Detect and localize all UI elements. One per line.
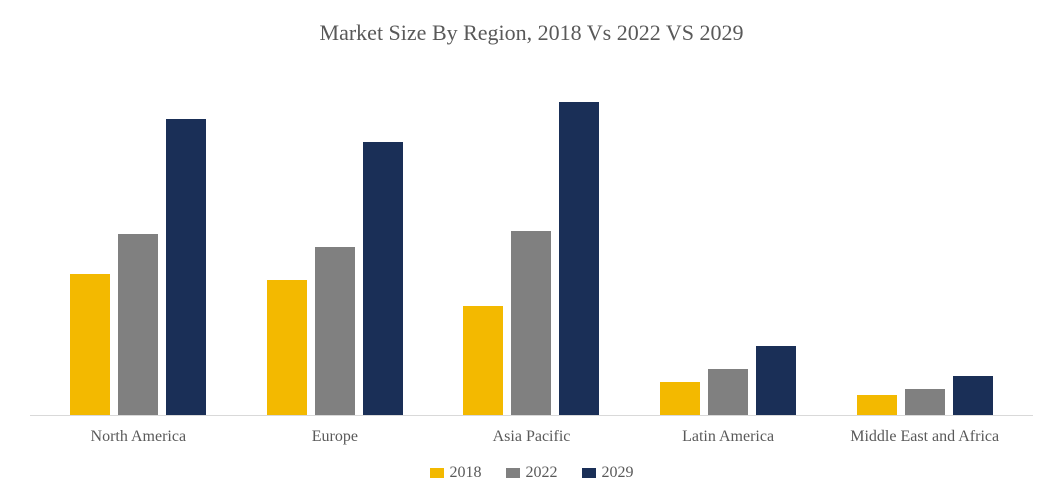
- bar: [315, 247, 355, 415]
- bar: [953, 376, 993, 415]
- x-axis-label: Middle East and Africa: [826, 428, 1023, 446]
- legend-swatch: [506, 468, 520, 478]
- bar: [857, 395, 897, 415]
- bar: [363, 142, 403, 415]
- bar: [905, 389, 945, 415]
- legend-label: 2018: [450, 464, 482, 482]
- bar: [463, 306, 503, 415]
- plot-region: [30, 86, 1033, 416]
- x-axis-label: Latin America: [630, 428, 827, 446]
- legend-swatch: [430, 468, 444, 478]
- bar: [166, 119, 206, 415]
- bar: [708, 369, 748, 415]
- bar: [267, 280, 307, 415]
- bar-group: [237, 86, 434, 415]
- legend-item: 2022: [506, 464, 558, 482]
- bar-group: [433, 86, 630, 415]
- legend-item: 2018: [430, 464, 482, 482]
- x-axis-label: Europe: [237, 428, 434, 446]
- bar: [511, 231, 551, 415]
- bar: [118, 234, 158, 415]
- bar: [70, 274, 110, 415]
- bar-group: [630, 86, 827, 415]
- bar: [559, 102, 599, 415]
- bar-group: [40, 86, 237, 415]
- x-axis-label: North America: [40, 428, 237, 446]
- legend-label: 2022: [526, 464, 558, 482]
- x-axis-labels: North AmericaEuropeAsia PacificLatin Ame…: [30, 416, 1033, 446]
- legend-swatch: [582, 468, 596, 478]
- legend: 2018 2022 2029: [30, 464, 1033, 482]
- legend-item: 2029: [582, 464, 634, 482]
- bar: [756, 346, 796, 415]
- legend-label: 2029: [602, 464, 634, 482]
- bar: [660, 382, 700, 415]
- chart-area: North AmericaEuropeAsia PacificLatin Ame…: [30, 86, 1033, 482]
- bar-group: [826, 86, 1023, 415]
- chart-title: Market Size By Region, 2018 Vs 2022 VS 2…: [30, 20, 1033, 46]
- x-axis-label: Asia Pacific: [433, 428, 630, 446]
